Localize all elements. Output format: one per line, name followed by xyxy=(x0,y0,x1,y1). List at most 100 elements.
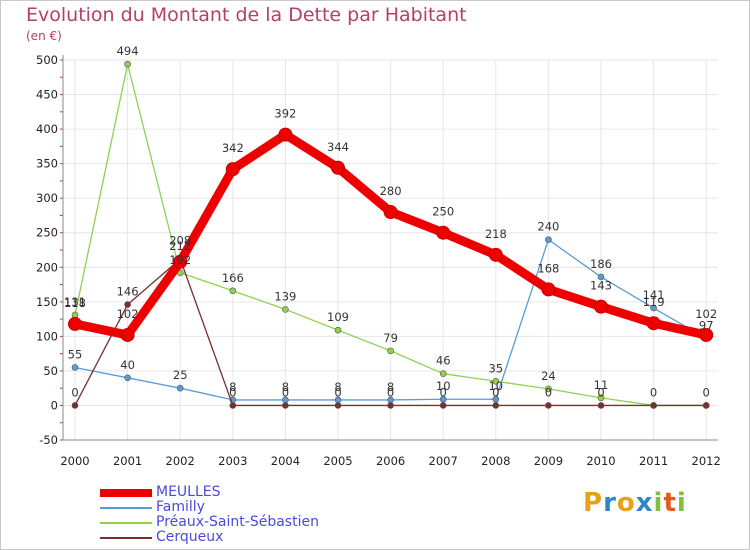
legend-item: MEULLES xyxy=(100,484,360,500)
data-point xyxy=(383,205,398,219)
data-point xyxy=(646,316,661,331)
data-label: 344 xyxy=(327,140,349,154)
data-label: 40 xyxy=(120,358,135,372)
data-label: 131 xyxy=(64,295,86,309)
legend-swatch xyxy=(100,507,152,509)
data-label: 11 xyxy=(594,378,609,392)
y-tick-label: 500 xyxy=(36,53,58,67)
data-label: 119 xyxy=(643,295,665,309)
x-tick-label: 2003 xyxy=(218,454,247,468)
chart-title: Evolution du Montant de la Dette par Hab… xyxy=(26,4,467,26)
y-tick-label: 0 xyxy=(51,398,58,412)
data-label: 139 xyxy=(274,289,296,303)
data-label: 250 xyxy=(432,205,454,219)
data-point xyxy=(124,60,131,68)
data-label: 0 xyxy=(545,385,552,399)
data-point xyxy=(439,370,447,377)
data-point xyxy=(597,402,605,409)
x-tick-label: 2012 xyxy=(692,454,721,468)
legend-swatch xyxy=(100,537,152,539)
data-label: 146 xyxy=(117,285,139,299)
legend-swatch xyxy=(100,522,152,524)
data-point xyxy=(282,402,289,409)
data-point xyxy=(545,385,552,393)
data-point xyxy=(594,299,608,314)
data-label: 0 xyxy=(650,385,657,399)
data-point xyxy=(597,394,605,402)
data-label: 0 xyxy=(597,385,604,399)
x-tick-label: 2004 xyxy=(271,454,300,468)
data-label: 8 xyxy=(282,380,289,394)
y-tick-label: 250 xyxy=(36,226,58,240)
data-label: 35 xyxy=(488,361,503,375)
data-point xyxy=(334,402,342,409)
y-tick-label: 450 xyxy=(36,88,58,102)
legend-swatch xyxy=(100,489,152,497)
data-point xyxy=(492,377,500,385)
data-label: 8 xyxy=(334,380,341,394)
data-point xyxy=(176,384,184,392)
x-tick-label: 2002 xyxy=(166,454,195,468)
data-label: 186 xyxy=(590,257,612,271)
data-point xyxy=(436,225,451,240)
x-tick-label: 2005 xyxy=(323,454,352,468)
data-point xyxy=(492,402,500,409)
data-label: 240 xyxy=(537,220,559,234)
logo-letter: x xyxy=(635,488,654,518)
data-point xyxy=(68,316,82,331)
data-point xyxy=(387,347,394,355)
data-point xyxy=(702,402,710,409)
data-point xyxy=(229,287,237,295)
data-point xyxy=(488,247,503,262)
logo-letter: t xyxy=(663,488,677,518)
x-tick-label: 2011 xyxy=(639,454,668,468)
data-label: 55 xyxy=(68,347,83,361)
data-point xyxy=(278,127,293,142)
data-point xyxy=(650,304,657,312)
data-label: 0 xyxy=(282,385,289,399)
data-point xyxy=(650,402,657,409)
data-label: 166 xyxy=(222,271,244,285)
data-point xyxy=(124,374,131,382)
data-label: 46 xyxy=(436,354,451,368)
x-tick-label: 2001 xyxy=(113,454,142,468)
data-label: 192 xyxy=(169,253,191,267)
data-point xyxy=(120,327,135,342)
legend-label: MEULLES xyxy=(156,484,221,500)
data-label: 0 xyxy=(229,385,236,399)
data-point xyxy=(71,364,79,371)
proxiti-logo: Proxiti xyxy=(583,488,687,518)
logo-letter: o xyxy=(616,488,636,518)
data-point xyxy=(545,236,552,243)
chart-legend: MEULLES Familly Préaux-Saint-Sébastien Cerq… xyxy=(100,484,360,545)
data-label: 24 xyxy=(541,369,556,383)
y-tick-label: 400 xyxy=(36,122,58,136)
data-point xyxy=(71,402,79,409)
y-tick-label: -50 xyxy=(39,433,58,447)
data-label: 109 xyxy=(327,310,349,324)
x-tick-label: 2007 xyxy=(429,454,458,468)
x-tick-label: 2009 xyxy=(534,454,563,468)
x-tick-label: 2000 xyxy=(60,454,89,468)
logo-letter: P xyxy=(583,488,604,518)
data-label: 494 xyxy=(117,44,139,58)
data-label: 118 xyxy=(64,296,86,310)
data-label: 0 xyxy=(492,385,499,399)
legend-item: Familly xyxy=(100,499,360,515)
logo-letter: i xyxy=(676,488,687,518)
data-point xyxy=(229,402,237,409)
data-point xyxy=(439,402,447,409)
data-label: 8 xyxy=(229,380,236,394)
legend-label: Cerqueux xyxy=(156,529,224,545)
data-point xyxy=(331,160,345,175)
data-label: 10 xyxy=(488,379,503,393)
data-point xyxy=(541,282,556,297)
data-point xyxy=(334,326,342,334)
data-label: 218 xyxy=(485,227,507,241)
legend-item: Cerqueux xyxy=(100,529,360,545)
data-point xyxy=(225,162,240,177)
data-label: 168 xyxy=(537,261,559,275)
x-tick-label: 2008 xyxy=(481,454,510,468)
data-point xyxy=(124,301,131,308)
